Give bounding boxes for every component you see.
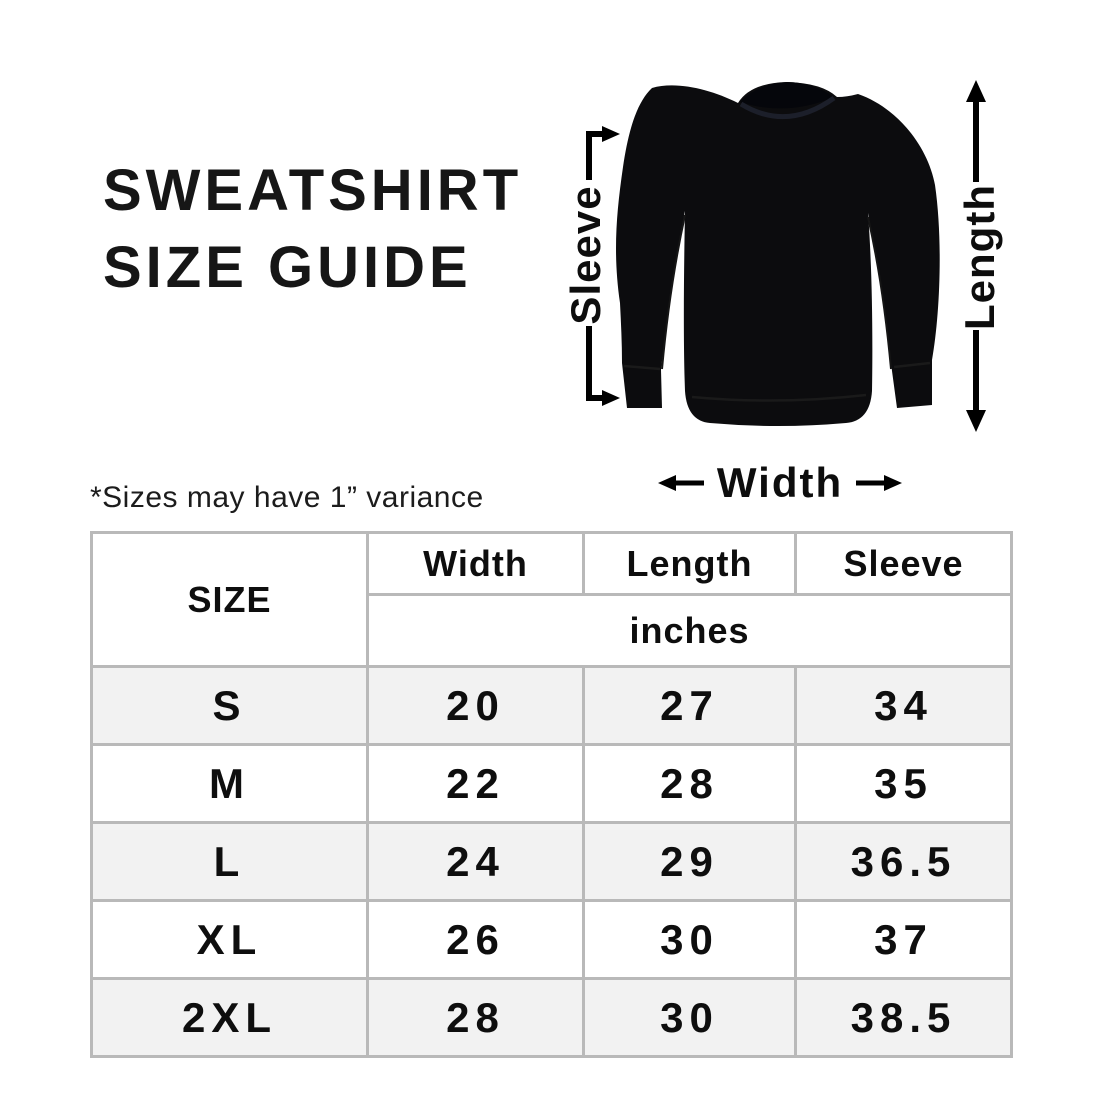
length-cell: 28	[582, 743, 797, 824]
unit-header: inches	[366, 593, 1013, 668]
length-cell: 30	[582, 977, 797, 1058]
sweatshirt-right-sleeve-seam	[867, 216, 892, 370]
title-line-1: SWEATSHIRT	[103, 158, 523, 223]
table-row-s: S 20 27 34	[90, 665, 1013, 746]
length-cell: 30	[582, 899, 797, 980]
sleeve-bracket-arrow-icon	[586, 126, 620, 406]
size-cell: M	[90, 743, 369, 824]
table-row-xl: XL 26 30 37	[90, 899, 1013, 980]
sweatshirt-left-sleeve-seam	[661, 214, 686, 370]
width-cell: 24	[366, 821, 585, 902]
sleeve-cell: 38.5	[794, 977, 1013, 1058]
sleeve-cell: 36.5	[794, 821, 1013, 902]
width-measure: Width	[652, 460, 908, 506]
sleeve-measure-label: Sleeve	[562, 185, 609, 325]
sweatshirt-left-cuff-seam	[623, 364, 661, 371]
width-cell: 26	[366, 899, 585, 980]
sweatshirt-right-cuff-seam	[893, 361, 931, 369]
variance-note: *Sizes may have 1” variance	[90, 481, 484, 514]
size-column-header: SIZE	[90, 531, 369, 668]
width-measure-label: Width	[716, 459, 844, 506]
size-cell: 2XL	[90, 977, 369, 1058]
table-row-m: M 22 28 35	[90, 743, 1013, 824]
width-cell: 28	[366, 977, 585, 1058]
title-line-2: SIZE GUIDE	[103, 235, 472, 300]
size-table: SIZE Width Length Sleeve inches S 20 27 …	[90, 531, 1013, 1058]
size-cell: L	[90, 821, 369, 902]
width-cell: 22	[366, 743, 585, 824]
sweatshirt-neck-opening	[740, 82, 834, 109]
width-arrow-left-icon	[657, 475, 704, 491]
length-measure-label: Length	[956, 184, 1003, 330]
length-cell: 29	[582, 821, 797, 902]
sweatshirt-image	[616, 82, 940, 426]
table-row-l: L 24 29 36.5	[90, 821, 1013, 902]
sweatshirt-collar-seam	[739, 95, 836, 120]
width-arrow-right-icon	[856, 475, 903, 491]
width-column-header: Width	[366, 531, 585, 596]
page-title: SWEATSHIRT SIZE GUIDE	[103, 152, 522, 306]
sleeve-column-header: Sleeve	[794, 531, 1013, 596]
sleeve-cell: 35	[794, 743, 1013, 824]
sweatshirt-hem-seam	[691, 393, 867, 402]
sweatshirt-body	[616, 82, 940, 426]
sleeve-cell: 34	[794, 665, 1013, 746]
sleeve-cell: 37	[794, 899, 1013, 980]
width-cell: 20	[366, 665, 585, 746]
table-row-2xl: 2XL 28 30 38.5	[90, 977, 1013, 1058]
length-cell: 27	[582, 665, 797, 746]
size-cell: S	[90, 665, 369, 746]
length-column-header: Length	[582, 531, 797, 596]
size-cell: XL	[90, 899, 369, 980]
length-arrow-icon	[966, 80, 986, 432]
